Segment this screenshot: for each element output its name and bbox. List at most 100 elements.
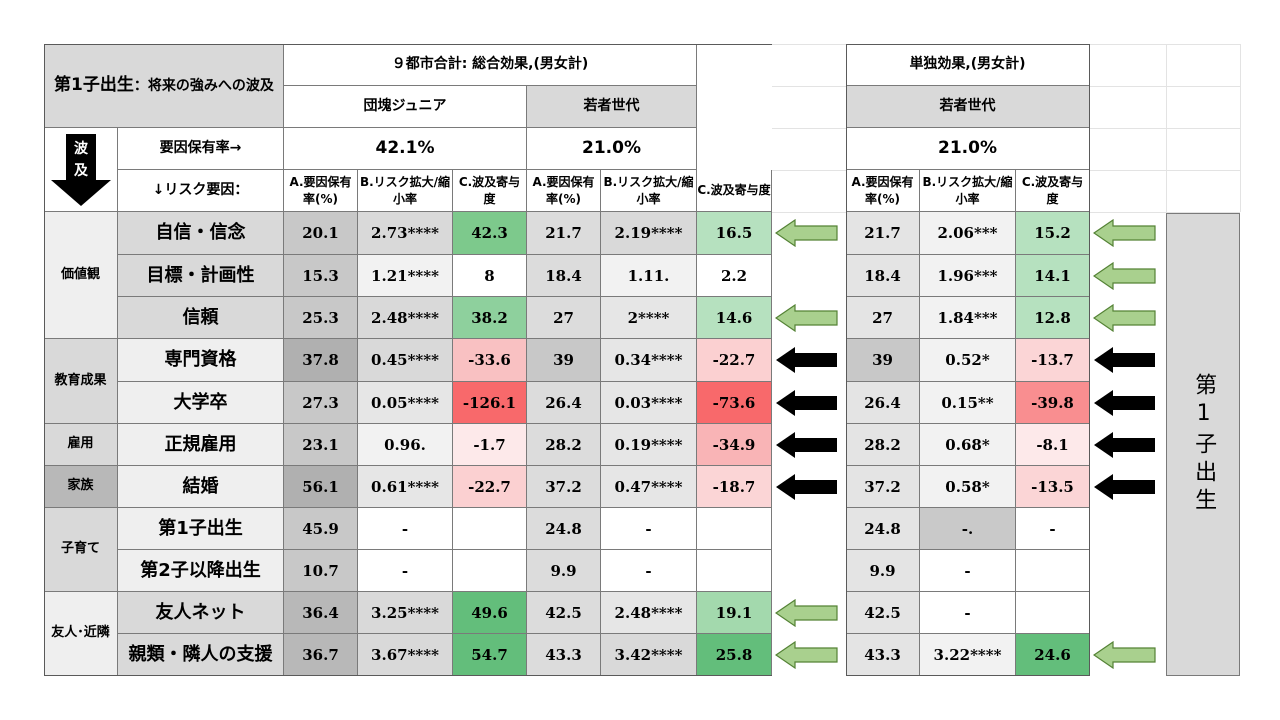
factor-label: 専門資格	[118, 339, 284, 382]
sheet-gridline	[772, 86, 846, 87]
cell-risk-ratio: -.	[920, 508, 1016, 550]
cell-rate: 21.7	[846, 212, 920, 255]
column-header-col-a: A.要因保有率(%)	[527, 170, 601, 212]
cell-risk-ratio: 2.48****	[358, 297, 453, 339]
cell-risk-ratio: 0.19****	[601, 424, 697, 466]
cell-contribution: 14.1	[1016, 255, 1090, 297]
cell-risk-ratio: -	[358, 550, 453, 592]
column-header-col-c: C.波及寄与度	[1016, 170, 1090, 212]
spread-label: 波及	[74, 140, 88, 179]
spread-down-arrow-icon	[66, 133, 96, 182]
cell-rate: 9.9	[846, 550, 920, 592]
gen-young-header: 若者世代	[527, 86, 697, 128]
cell-rate: 45.9	[284, 508, 358, 550]
cell-rate: 10.7	[284, 550, 358, 592]
positive-left-arrow-icon	[1093, 219, 1156, 247]
spread-arrow-cell: 波及	[44, 128, 118, 212]
cell-risk-ratio: 3.22****	[920, 634, 1016, 676]
total-effect-header: ９都市合計: 総合効果,(男女計)	[284, 44, 697, 86]
sheet-gridline	[772, 44, 846, 45]
cell-rate: 39	[527, 339, 601, 382]
negative-left-arrow-icon	[1094, 390, 1155, 416]
factor-label: 自信・信念	[118, 212, 284, 255]
cell-rate: 15.3	[284, 255, 358, 297]
cell-risk-ratio: -	[601, 550, 697, 592]
sheet-gridline	[1090, 86, 1166, 87]
sheet-gridline	[1166, 128, 1240, 129]
positive-left-arrow-icon	[1093, 262, 1156, 290]
cell-contribution	[453, 550, 527, 592]
cell-rate: 25.3	[284, 297, 358, 339]
cell-rate: 21.7	[527, 212, 601, 255]
cell-contribution	[697, 508, 772, 550]
cell-contribution: -126.1	[453, 382, 527, 424]
column-header-col-c: C.波及寄与度	[697, 170, 772, 212]
sheet-gridline	[1240, 44, 1241, 212]
cell-risk-ratio: -	[601, 508, 697, 550]
cell-rate: 23.1	[284, 424, 358, 466]
cell-contribution: 12.8	[1016, 297, 1090, 339]
cell-risk-ratio: 2.06***	[920, 212, 1016, 255]
cell-contribution: 54.7	[453, 634, 527, 676]
cell-rate: 9.9	[527, 550, 601, 592]
cell-rate: 28.2	[527, 424, 601, 466]
column-header-col-a: A.要因保有率(%)	[284, 170, 358, 212]
cell-risk-ratio: 1.11.	[601, 255, 697, 297]
cell-rate: 27	[846, 297, 920, 339]
cell-contribution	[697, 550, 772, 592]
sheet-gridline	[1166, 212, 1240, 213]
cell-risk-ratio: 1.21****	[358, 255, 453, 297]
cell-risk-ratio: 0.03****	[601, 382, 697, 424]
column-header-col-a: A.要因保有率(%)	[846, 170, 920, 212]
cell-contribution: -	[1016, 508, 1090, 550]
cell-risk-ratio: -	[920, 550, 1016, 592]
cell-risk-ratio: 3.42****	[601, 634, 697, 676]
side-label: 第1子出生	[1166, 213, 1240, 676]
cell-contribution: -13.7	[1016, 339, 1090, 382]
cell-rate: 39	[846, 339, 920, 382]
cell-rate: 42.5	[527, 592, 601, 634]
cell-risk-ratio: 0.58*	[920, 466, 1016, 508]
cell-contribution: 16.5	[697, 212, 772, 255]
cell-rate: 37.2	[527, 466, 601, 508]
cell-contribution: -34.9	[697, 424, 772, 466]
sheet-gridline	[1166, 86, 1240, 87]
positive-left-arrow-icon	[1093, 641, 1156, 669]
cell-rate: 37.2	[846, 466, 920, 508]
category-family: 家族	[44, 466, 118, 508]
cell-rate: 26.4	[527, 382, 601, 424]
title-rest: ：将来の強みへの波及	[133, 78, 274, 95]
factor-label: 友人ネット	[118, 592, 284, 634]
cell-risk-ratio: 0.47****	[601, 466, 697, 508]
sheet-gridline	[1166, 44, 1240, 45]
cell-risk-ratio: 0.34****	[601, 339, 697, 382]
positive-left-arrow-icon	[775, 641, 838, 669]
column-header-col-b: B.リスク拡大/縮小率	[358, 170, 453, 212]
rate-dankai: 42.1%	[284, 128, 527, 170]
cell-contribution: 49.6	[453, 592, 527, 634]
cell-rate: 24.8	[527, 508, 601, 550]
category-values: 価値観	[44, 212, 118, 339]
cell-risk-ratio: 1.84***	[920, 297, 1016, 339]
cell-contribution: -13.5	[1016, 466, 1090, 508]
sheet-gridline	[1166, 170, 1240, 171]
column-header-col-b: B.リスク拡大/縮小率	[920, 170, 1016, 212]
cell-rate: 24.8	[846, 508, 920, 550]
cell-risk-ratio: 2.19****	[601, 212, 697, 255]
cell-contribution: -22.7	[453, 466, 527, 508]
cell-contribution	[1016, 550, 1090, 592]
cell-risk-ratio: 0.61****	[358, 466, 453, 508]
sheet-gridline	[772, 170, 846, 171]
sheet-gridline	[772, 212, 846, 213]
negative-left-arrow-icon	[776, 432, 837, 458]
negative-left-arrow-icon	[776, 390, 837, 416]
cell-rate: 43.3	[846, 634, 920, 676]
cell-contribution	[1016, 592, 1090, 634]
cell-risk-ratio: 3.25****	[358, 592, 453, 634]
category-education: 教育成果	[44, 339, 118, 424]
spread-arrow-head	[51, 179, 111, 206]
table-title: 第1子出生：将来の強みへの波及	[44, 44, 284, 128]
cell-contribution: -39.8	[1016, 382, 1090, 424]
single-effect-header: 単独効果,(男女計)	[846, 44, 1090, 86]
cell-contribution: 24.6	[1016, 634, 1090, 676]
